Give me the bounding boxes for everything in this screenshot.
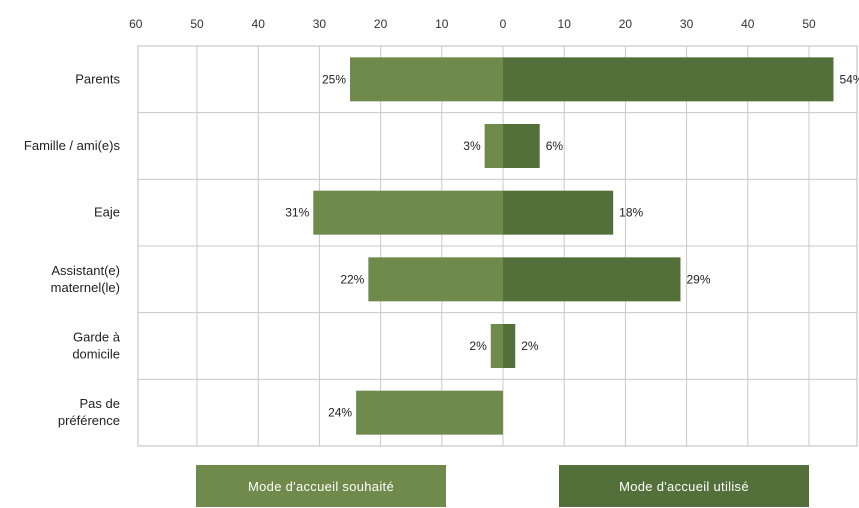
x-tick-label: 0 bbox=[500, 17, 507, 31]
category-label: Assistant(e) bbox=[51, 263, 120, 278]
data-label-souhaite: 24% bbox=[328, 406, 352, 420]
legend-souhaite: Mode d'accueil souhaité bbox=[196, 465, 446, 507]
bar-souhaite bbox=[350, 57, 503, 102]
category-label: Pas de bbox=[80, 396, 120, 411]
x-tick-label: 30 bbox=[313, 17, 327, 31]
bar-utilise bbox=[503, 57, 834, 102]
data-label-utilise: 6% bbox=[546, 139, 564, 153]
data-label-utilise: 29% bbox=[686, 272, 710, 286]
bar-utilise bbox=[503, 257, 681, 302]
bar-utilise bbox=[503, 190, 614, 235]
legend-utilise-label: Mode d'accueil utilisé bbox=[619, 478, 749, 494]
bar-utilise bbox=[503, 324, 516, 368]
category-label: Famille / ami(e)s bbox=[24, 138, 121, 153]
data-label-souhaite: 3% bbox=[463, 139, 481, 153]
x-tick-label: 40 bbox=[252, 17, 266, 31]
category-label: Parents bbox=[75, 71, 120, 86]
data-label-souhaite: 25% bbox=[322, 72, 346, 86]
category-label: domicile bbox=[72, 347, 120, 362]
legend-utilise: Mode d'accueil utilisé bbox=[559, 465, 809, 507]
bar-souhaite bbox=[490, 324, 503, 368]
data-label-utilise: 18% bbox=[619, 206, 643, 220]
x-tick-label: 60 bbox=[129, 17, 143, 31]
x-tick-label: 30 bbox=[680, 17, 694, 31]
category-label: maternel(le) bbox=[51, 280, 120, 295]
bar-souhaite bbox=[356, 390, 503, 435]
data-label-souhaite: 22% bbox=[340, 272, 364, 286]
x-tick-label: 10 bbox=[435, 17, 449, 31]
bar-souhaite bbox=[313, 190, 503, 235]
x-tick-label: 10 bbox=[558, 17, 572, 31]
bar-utilise bbox=[503, 124, 540, 168]
data-label-utilise: 2% bbox=[521, 339, 539, 353]
data-label-utilise: 54% bbox=[839, 72, 859, 86]
x-tick-label: 50 bbox=[190, 17, 204, 31]
data-label-souhaite: 31% bbox=[285, 206, 309, 220]
legend-souhaite-label: Mode d'accueil souhaité bbox=[248, 478, 394, 494]
category-label: préférence bbox=[58, 413, 120, 428]
x-tick-label: 50 bbox=[802, 17, 816, 31]
x-tick-label: 20 bbox=[374, 17, 388, 31]
category-label: Garde à bbox=[73, 330, 121, 345]
x-tick-label: 20 bbox=[619, 17, 633, 31]
bar-souhaite bbox=[484, 124, 503, 168]
data-label-souhaite: 2% bbox=[469, 339, 487, 353]
bar-souhaite bbox=[368, 257, 503, 302]
x-tick-label: 40 bbox=[741, 17, 755, 31]
category-label: Eaje bbox=[94, 205, 120, 220]
